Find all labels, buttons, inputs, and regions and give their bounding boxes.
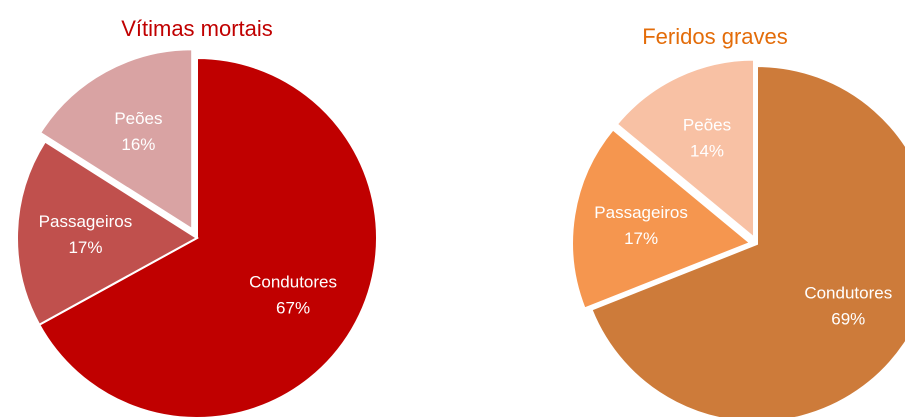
slice-label: Passageiros (594, 203, 688, 222)
pie-slice (571, 128, 753, 310)
pie-slice (37, 56, 378, 417)
pie-slice (615, 58, 756, 240)
pie-slice (38, 48, 194, 232)
slice-value: 17% (68, 238, 102, 257)
slice-value: 67% (276, 298, 310, 317)
slice-label: Peões (114, 109, 162, 128)
slice-label: Passageiros (39, 212, 133, 231)
slice-value: 69% (831, 310, 865, 329)
chart-title: Feridos graves (642, 24, 788, 49)
slice-label: Peões (683, 115, 731, 134)
chart-title: Vítimas mortais (121, 16, 273, 41)
slice-value: 17% (624, 229, 658, 248)
slice-label: Condutores (249, 272, 337, 291)
pie-slice (590, 64, 905, 417)
slice-value: 16% (121, 135, 155, 154)
pie-slice (16, 140, 199, 327)
slice-label: Condutores (804, 284, 892, 303)
slice-value: 14% (690, 141, 724, 160)
